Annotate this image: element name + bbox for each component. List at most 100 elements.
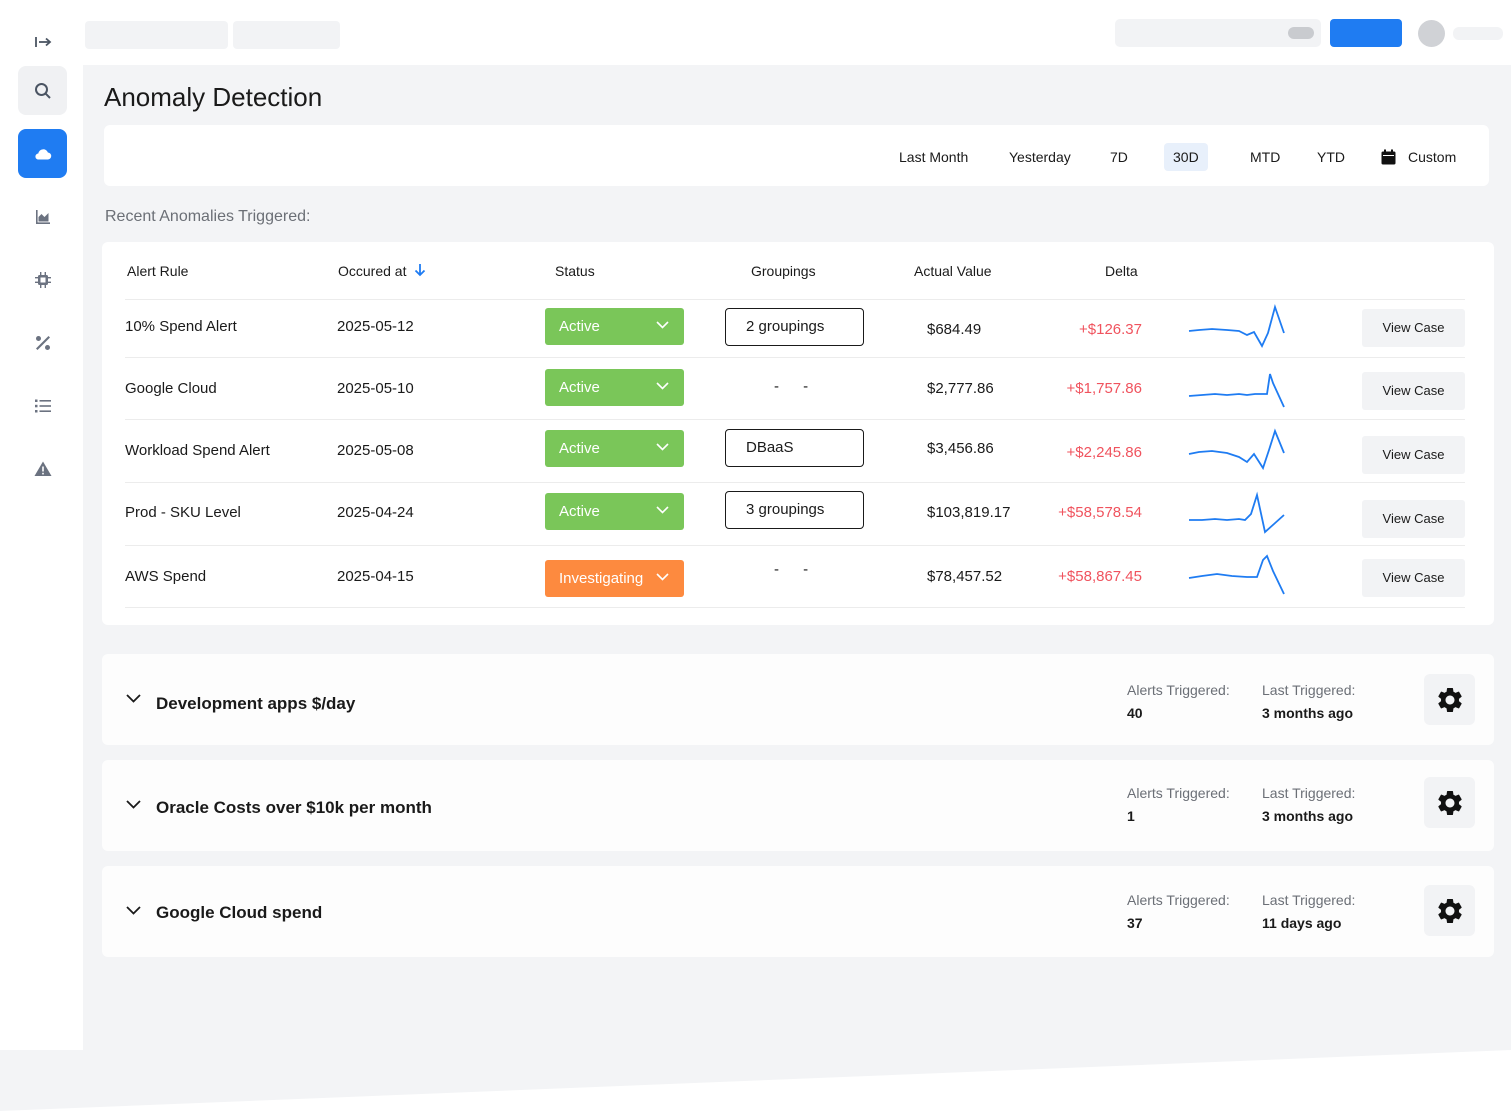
list-icon: [34, 399, 51, 412]
alert-rule-name: Oracle Costs over $10k per month: [156, 798, 432, 817]
calendar-icon: [1381, 149, 1396, 165]
occurred-cell: 2025-05-10: [337, 380, 414, 397]
status-dropdown[interactable]: Active: [545, 493, 684, 530]
chevron-down-icon: [656, 382, 669, 390]
sidebar-expand-button[interactable]: [18, 17, 67, 66]
global-search-input[interactable]: [1115, 19, 1321, 47]
groupings-empty: - -: [774, 561, 819, 578]
table-row: 10% Spend Alert 2025-05-12 Active 2 grou…: [102, 300, 1494, 362]
sidebar-item-charts[interactable]: [18, 192, 67, 241]
search-icon: [34, 82, 51, 99]
settings-button[interactable]: [1424, 777, 1475, 828]
view-case-button[interactable]: View Case: [1362, 309, 1465, 347]
arrow-down-icon: [415, 264, 426, 277]
settings-button[interactable]: [1424, 674, 1475, 725]
chip-icon: [34, 271, 51, 288]
topbar: [83, 0, 1511, 65]
actual-value-cell: $684.49: [927, 321, 982, 338]
alerts-triggered-label: Alerts Triggered:: [1127, 682, 1230, 698]
range-custom-label: Custom: [1408, 149, 1457, 165]
divider: [125, 419, 1465, 420]
divider: [125, 299, 1465, 300]
sparkline-chart: [1188, 428, 1285, 471]
column-header-groupings[interactable]: Groupings: [751, 263, 816, 279]
alert-rule-card[interactable]: Oracle Costs over $10k per month Alerts …: [102, 760, 1494, 851]
chevron-down-icon[interactable]: [126, 694, 141, 703]
last-triggered-label: Last Triggered:: [1262, 785, 1356, 801]
groupings-button[interactable]: 2 groupings: [725, 308, 864, 346]
alert-rule-cell: Prod - SKU Level: [125, 504, 241, 521]
last-triggered-label: Last Triggered:: [1262, 892, 1356, 908]
sidebar-item-cloud[interactable]: [18, 129, 67, 178]
sidebar-item-list[interactable]: [18, 381, 67, 430]
range-last-month[interactable]: Last Month: [899, 149, 969, 165]
occurred-cell: 2025-05-08: [337, 442, 414, 459]
sidebar-item-compute[interactable]: [18, 255, 67, 304]
delta-cell: +$2,245.86: [1066, 444, 1143, 461]
decorative-background: [0, 1050, 1511, 1111]
primary-action-button[interactable]: [1330, 19, 1402, 47]
view-case-button[interactable]: View Case: [1362, 500, 1465, 538]
alert-rule-cell: Workload Spend Alert: [125, 442, 270, 459]
alert-rule-name: Development apps $/day: [156, 694, 356, 713]
range-custom[interactable]: Custom: [1372, 143, 1465, 171]
last-triggered-value: 11 days ago: [1262, 915, 1342, 931]
warning-icon: [34, 461, 51, 476]
gear-icon: [1437, 898, 1462, 923]
chevron-down-icon: [656, 443, 669, 451]
range-mtd[interactable]: MTD: [1250, 149, 1281, 165]
alert-rule-name: Google Cloud spend: [156, 903, 323, 922]
status-dropdown[interactable]: Active: [545, 369, 684, 406]
delta-cell: +$1,757.86: [1066, 380, 1143, 397]
table-row: Workload Spend Alert 2025-05-08 Active D…: [102, 421, 1494, 483]
view-case-button[interactable]: View Case: [1362, 436, 1465, 474]
actual-value-cell: $2,777.86: [927, 380, 994, 397]
groupings-button[interactable]: DBaaS: [725, 429, 864, 467]
sidebar-item-search[interactable]: [18, 66, 67, 115]
chevron-down-icon: [656, 321, 669, 329]
actual-value-cell: $78,457.52: [927, 568, 1003, 585]
date-range-bar: Last Month Yesterday 7D 30D MTD YTD Cust…: [104, 125, 1489, 186]
area-chart-icon: [35, 209, 50, 224]
view-case-button[interactable]: View Case: [1362, 372, 1465, 410]
chevron-down-icon[interactable]: [126, 800, 141, 809]
sparkline-chart: [1188, 303, 1285, 348]
status-label: Active: [559, 379, 600, 396]
column-header-alert-rule[interactable]: Alert Rule: [127, 263, 189, 279]
settings-button[interactable]: [1424, 885, 1475, 936]
breadcrumb-item[interactable]: [233, 21, 340, 49]
chevron-down-icon[interactable]: [126, 906, 141, 915]
groupings-button[interactable]: 3 groupings: [725, 491, 864, 529]
actual-value-cell: $103,819.17: [927, 504, 1011, 521]
column-header-actual-value[interactable]: Actual Value: [914, 263, 992, 279]
range-30d[interactable]: 30D: [1164, 143, 1208, 171]
alert-rule-card[interactable]: Google Cloud spend Alerts Triggered: 37 …: [102, 866, 1494, 957]
gear-icon: [1437, 790, 1462, 815]
range-7d[interactable]: 7D: [1110, 149, 1128, 165]
status-dropdown[interactable]: Active: [545, 308, 684, 345]
column-header-status[interactable]: Status: [555, 263, 595, 279]
column-header-occurred-at-label: Occured at: [338, 263, 407, 279]
avatar[interactable]: [1418, 20, 1445, 47]
view-case-button[interactable]: View Case: [1362, 559, 1465, 597]
column-header-occurred-at[interactable]: Occured at: [338, 263, 426, 279]
breadcrumb-item[interactable]: [85, 21, 228, 49]
status-label: Investigating: [559, 570, 644, 587]
sidebar-item-anomalies[interactable]: [18, 444, 67, 493]
page-title: Anomaly Detection: [104, 82, 323, 112]
status-label: Active: [559, 440, 600, 457]
alert-rule-card[interactable]: Development apps $/day Alerts Triggered:…: [102, 654, 1494, 745]
column-header-delta[interactable]: Delta: [1105, 263, 1138, 279]
gear-icon: [1437, 687, 1462, 712]
occurred-cell: 2025-04-24: [337, 504, 414, 521]
status-dropdown[interactable]: Active: [545, 430, 684, 467]
range-yesterday[interactable]: Yesterday: [1009, 149, 1071, 165]
chevron-down-icon: [656, 573, 669, 581]
sidebar-item-percent[interactable]: [18, 318, 67, 367]
alerts-triggered-value: 40: [1127, 705, 1143, 721]
range-ytd[interactable]: YTD: [1317, 149, 1345, 165]
status-label: Active: [559, 503, 600, 520]
status-dropdown[interactable]: Investigating: [545, 560, 684, 597]
last-triggered-value: 3 months ago: [1262, 705, 1354, 721]
divider: [125, 607, 1465, 608]
